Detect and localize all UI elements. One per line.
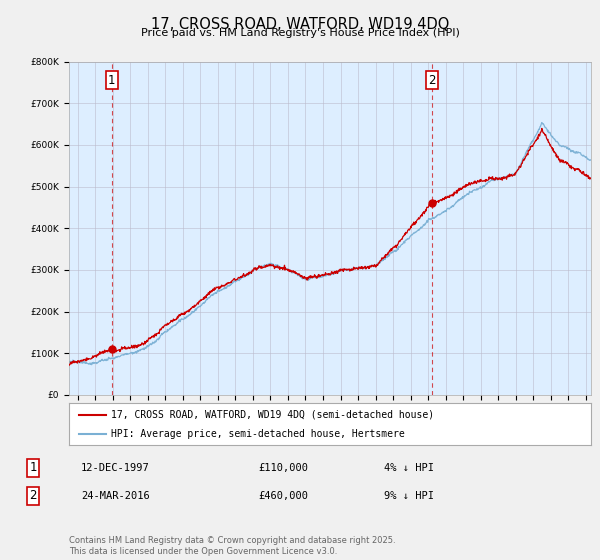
Text: Price paid vs. HM Land Registry's House Price Index (HPI): Price paid vs. HM Land Registry's House … [140, 28, 460, 38]
Text: 1: 1 [108, 74, 116, 87]
Text: 17, CROSS ROAD, WATFORD, WD19 4DQ: 17, CROSS ROAD, WATFORD, WD19 4DQ [151, 17, 449, 32]
Text: HPI: Average price, semi-detached house, Hertsmere: HPI: Average price, semi-detached house,… [111, 429, 404, 439]
Text: 24-MAR-2016: 24-MAR-2016 [81, 491, 150, 501]
Text: 1: 1 [29, 461, 37, 474]
Text: 4% ↓ HPI: 4% ↓ HPI [384, 463, 434, 473]
Text: 12-DEC-1997: 12-DEC-1997 [81, 463, 150, 473]
Text: 17, CROSS ROAD, WATFORD, WD19 4DQ (semi-detached house): 17, CROSS ROAD, WATFORD, WD19 4DQ (semi-… [111, 409, 434, 419]
Text: 2: 2 [428, 74, 436, 87]
Text: 9% ↓ HPI: 9% ↓ HPI [384, 491, 434, 501]
Text: £460,000: £460,000 [258, 491, 308, 501]
Text: 2: 2 [29, 489, 37, 502]
Text: Contains HM Land Registry data © Crown copyright and database right 2025.
This d: Contains HM Land Registry data © Crown c… [69, 536, 395, 556]
Text: £110,000: £110,000 [258, 463, 308, 473]
